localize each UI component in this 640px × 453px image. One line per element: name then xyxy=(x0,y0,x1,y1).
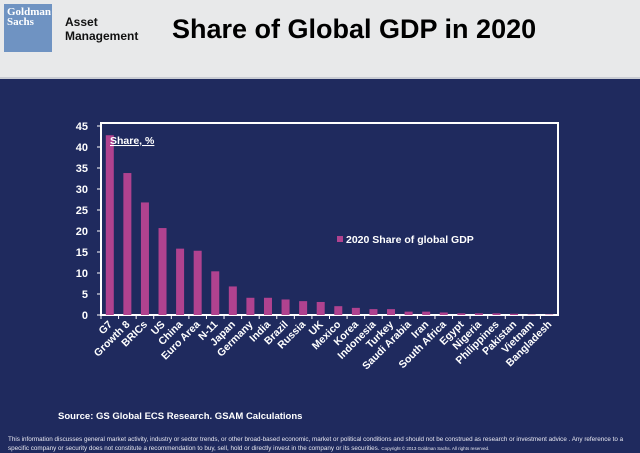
bar xyxy=(140,202,149,315)
division-name: Asset Management xyxy=(65,15,139,43)
y-tick-label: 10 xyxy=(76,268,88,280)
bar xyxy=(439,312,448,315)
y-tick-label: 5 xyxy=(82,289,88,301)
bar xyxy=(263,297,272,315)
header: Goldman Sachs Asset Management Share of Gl… xyxy=(0,0,640,79)
disclaimer-text: This information discusses general marke… xyxy=(8,436,624,452)
y-tick-label: 30 xyxy=(76,184,88,196)
bar xyxy=(334,306,343,315)
y-tick-label: 40 xyxy=(76,142,88,154)
goldman-sachs-logo: Goldman Sachs xyxy=(4,4,52,52)
bar xyxy=(351,307,360,315)
bar xyxy=(228,286,237,315)
legend-label: 2020 Share of global GDP xyxy=(346,234,474,246)
bar xyxy=(193,250,202,315)
y-tick-label: 15 xyxy=(76,247,88,259)
annotation-share: Share, % xyxy=(110,135,155,147)
bar xyxy=(123,173,132,315)
y-tick-label: 35 xyxy=(76,163,88,175)
source-note: Source: GS Global ECS Research. GSAM Cal… xyxy=(58,411,303,422)
bar xyxy=(211,271,220,315)
bar xyxy=(387,309,396,315)
y-tick-label: 45 xyxy=(76,121,88,133)
y-tick-label: 0 xyxy=(82,310,88,322)
bar xyxy=(158,228,167,315)
bar xyxy=(369,309,378,315)
disclaimer: This information discusses general marke… xyxy=(8,436,638,453)
bar xyxy=(457,313,466,315)
y-tick-label: 25 xyxy=(76,205,88,217)
bar xyxy=(105,135,114,315)
y-tick-label: 20 xyxy=(76,226,88,238)
bar xyxy=(474,313,483,315)
bar xyxy=(246,297,255,315)
bar xyxy=(316,301,325,315)
bar xyxy=(492,313,501,315)
bar xyxy=(510,313,519,315)
page-title: Share of Global GDP in 2020 xyxy=(172,14,537,44)
bar xyxy=(404,311,413,315)
bar xyxy=(422,311,431,315)
bar xyxy=(281,299,290,315)
copyright: Copyright © 2013 Goldman Sachs. All righ… xyxy=(381,445,490,451)
plot-frame xyxy=(100,122,559,316)
bar xyxy=(299,301,308,315)
bar xyxy=(176,248,185,315)
legend-swatch xyxy=(337,236,343,242)
